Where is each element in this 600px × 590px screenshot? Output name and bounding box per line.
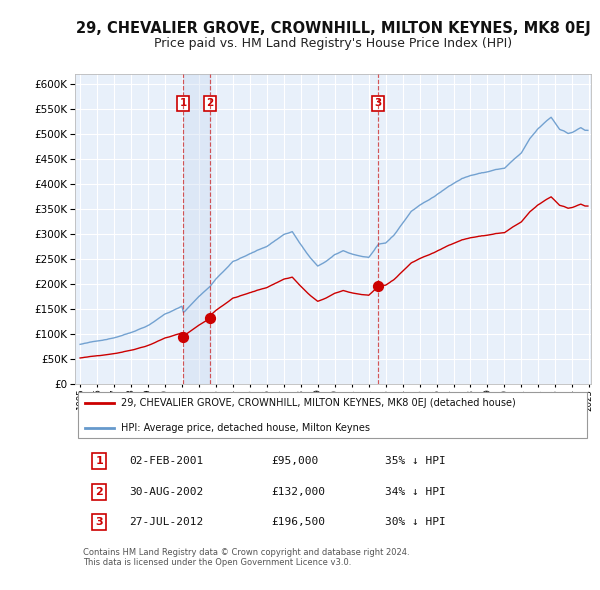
- Text: 35% ↓ HPI: 35% ↓ HPI: [385, 456, 445, 466]
- Text: £196,500: £196,500: [271, 517, 325, 527]
- Text: Contains HM Land Registry data © Crown copyright and database right 2024.
This d: Contains HM Land Registry data © Crown c…: [83, 548, 409, 567]
- Text: 1: 1: [180, 99, 187, 109]
- Text: 34% ↓ HPI: 34% ↓ HPI: [385, 487, 445, 497]
- Text: £132,000: £132,000: [271, 487, 325, 497]
- Text: 30-AUG-2002: 30-AUG-2002: [129, 487, 203, 497]
- Text: 3: 3: [95, 517, 103, 527]
- Point: [179, 332, 188, 342]
- Bar: [184, 74, 210, 385]
- Point: [374, 281, 383, 291]
- Text: 1: 1: [95, 456, 103, 466]
- Text: 2: 2: [95, 487, 103, 497]
- Text: £95,000: £95,000: [271, 456, 319, 466]
- Text: 2: 2: [206, 99, 214, 109]
- Text: 27-JUL-2012: 27-JUL-2012: [129, 517, 203, 527]
- Text: Price paid vs. HM Land Registry's House Price Index (HPI): Price paid vs. HM Land Registry's House …: [154, 37, 512, 50]
- Text: 30% ↓ HPI: 30% ↓ HPI: [385, 517, 445, 527]
- Text: 02-FEB-2001: 02-FEB-2001: [129, 456, 203, 466]
- Text: 3: 3: [375, 99, 382, 109]
- Point: [205, 313, 215, 323]
- Text: HPI: Average price, detached house, Milton Keynes: HPI: Average price, detached house, Milt…: [121, 422, 370, 432]
- FancyBboxPatch shape: [77, 392, 587, 438]
- Text: 29, CHEVALIER GROVE, CROWNHILL, MILTON KEYNES, MK8 0EJ (detached house): 29, CHEVALIER GROVE, CROWNHILL, MILTON K…: [121, 398, 516, 408]
- Text: 29, CHEVALIER GROVE, CROWNHILL, MILTON KEYNES, MK8 0EJ: 29, CHEVALIER GROVE, CROWNHILL, MILTON K…: [76, 21, 590, 35]
